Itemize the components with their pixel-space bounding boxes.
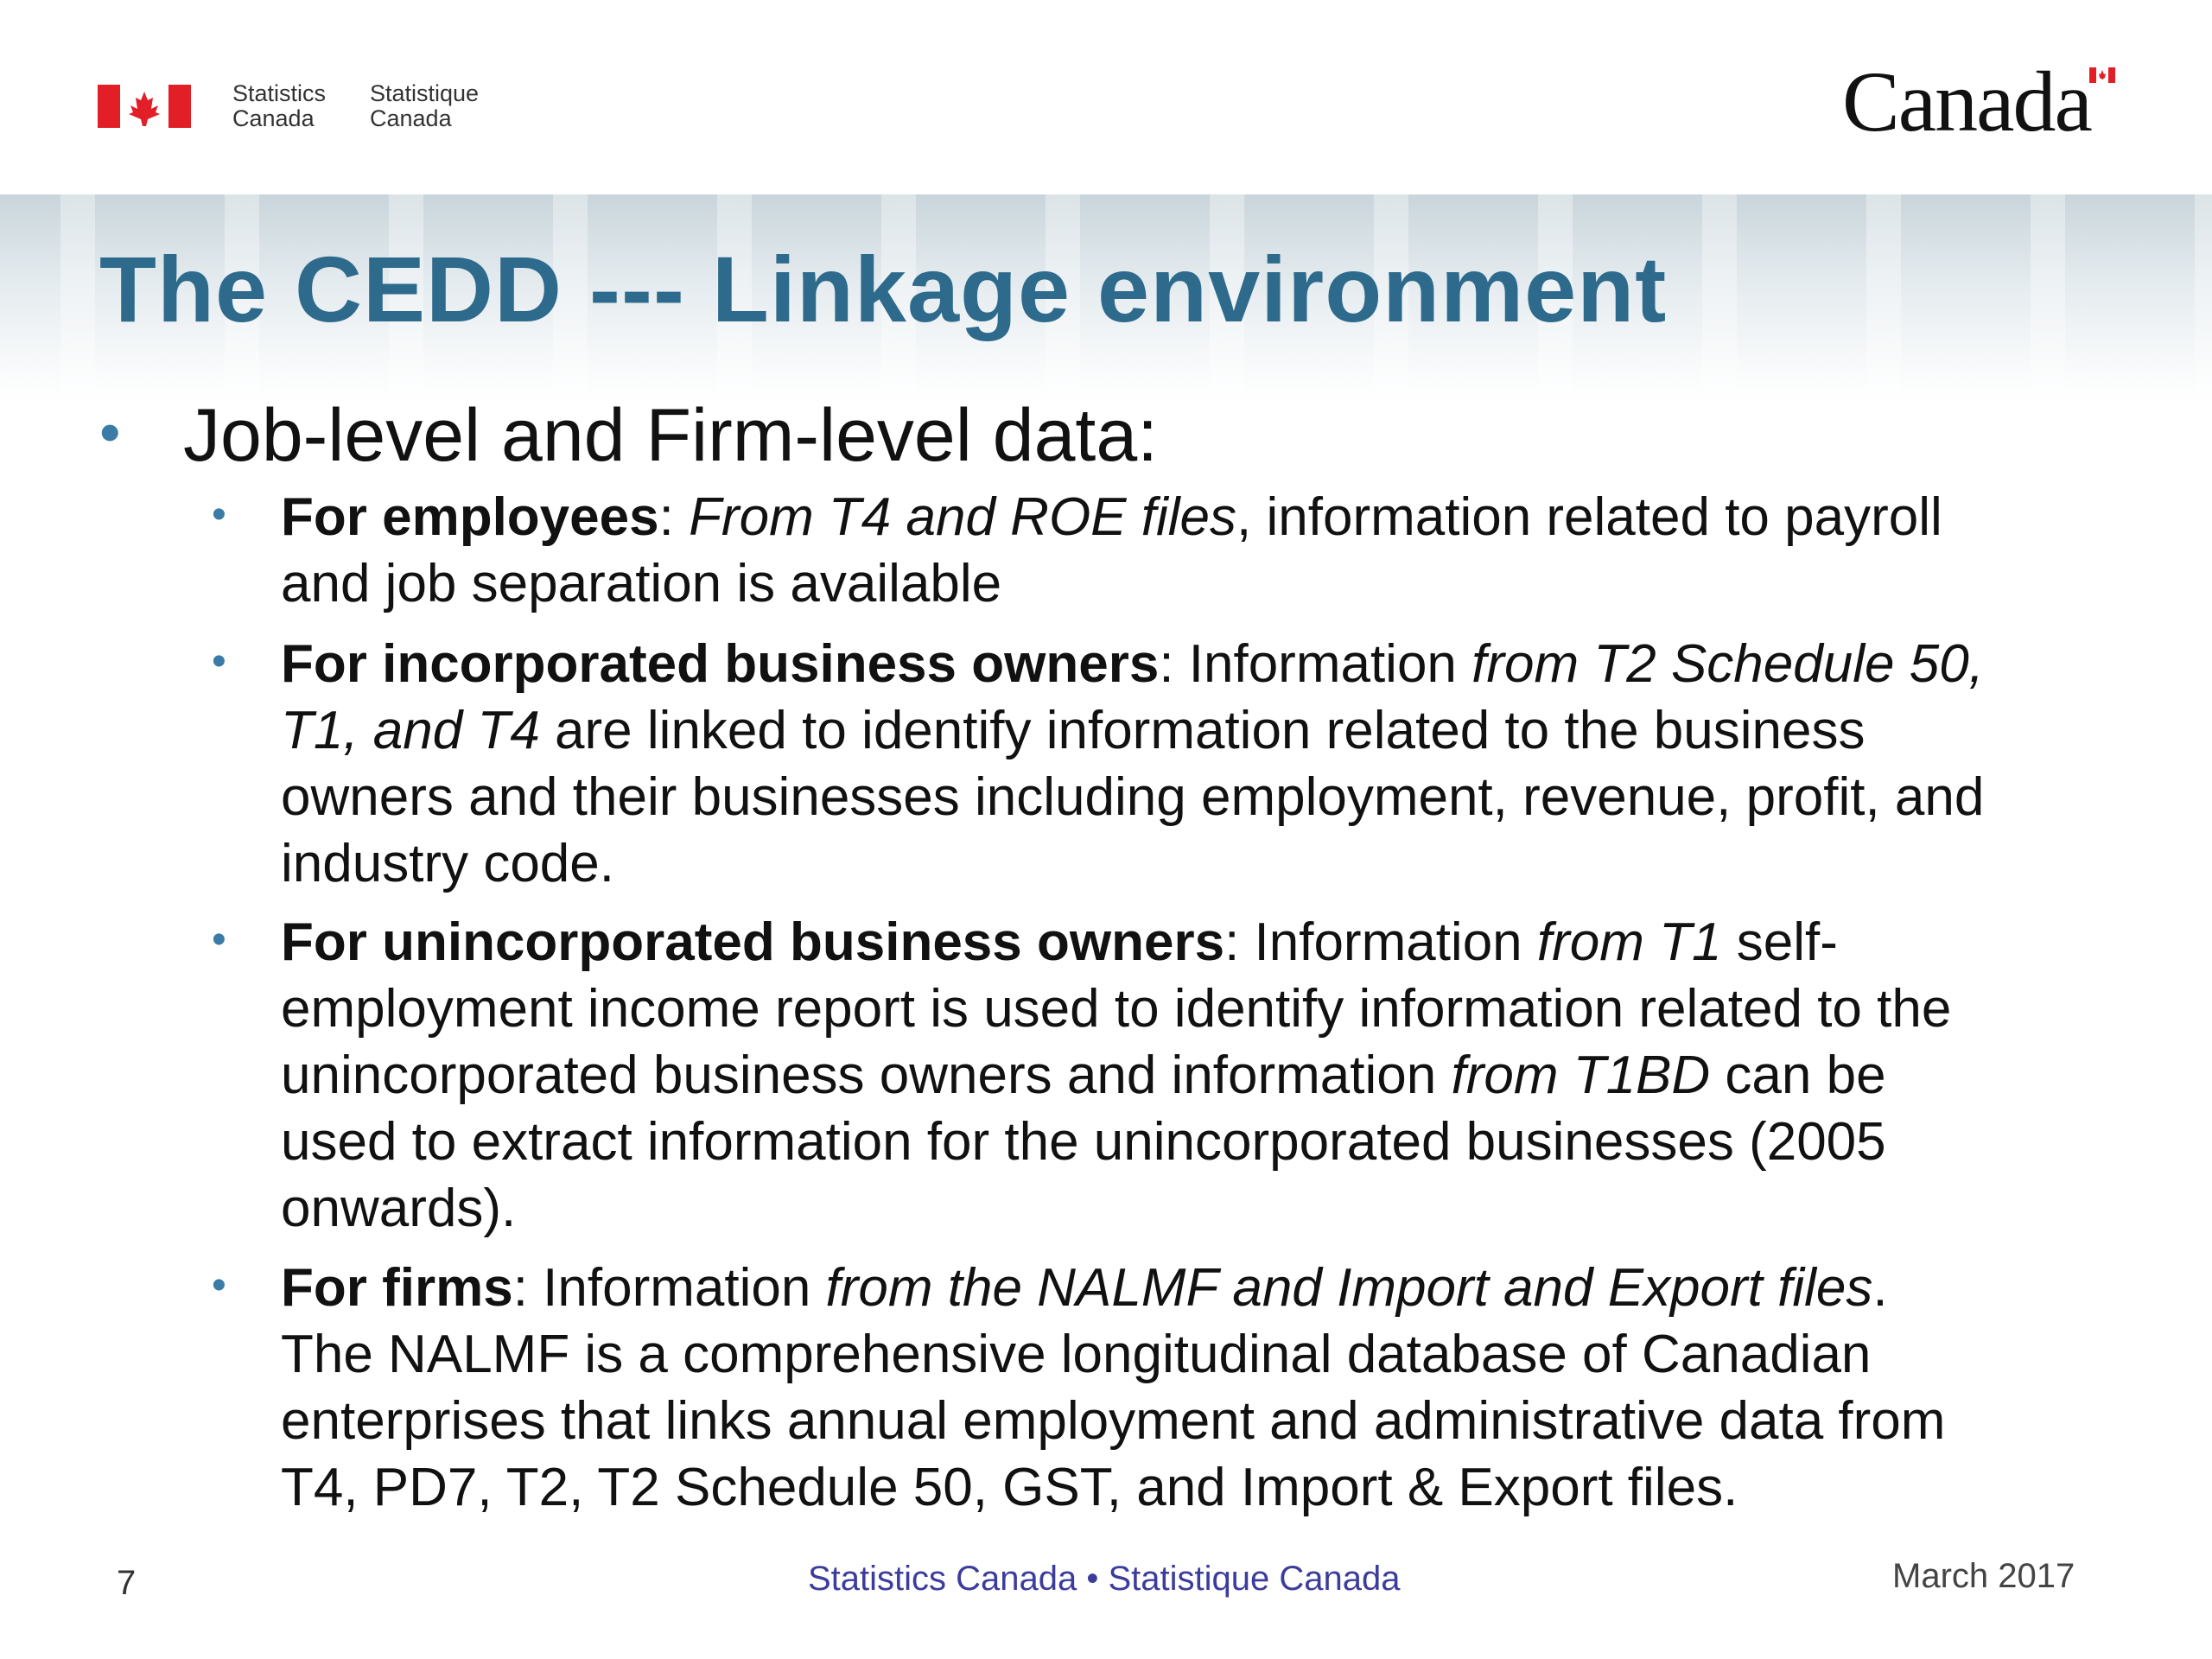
text-span: enterprises that links annual employment…	[281, 1391, 1946, 1451]
canada-flag-icon	[98, 85, 191, 128]
italic-source: from T1BD	[1451, 1046, 1711, 1105]
main-bullet-text: Job-level and Firm-level data:	[183, 394, 1159, 477]
text-line: unincorporated business owners and infor…	[281, 1042, 1951, 1109]
text-line: For incorporated business owners: Inform…	[281, 631, 1984, 697]
italic-source: from the NALMF and Import and Export fil…	[825, 1258, 1873, 1318]
canada-wordmark: Canada	[1842, 54, 2093, 149]
italic-source: from T1	[1536, 912, 1722, 972]
text-line: The NALMF is a comprehensive longitudina…	[281, 1321, 1945, 1388]
text-line: enterprises that links annual employment…	[281, 1388, 1945, 1454]
text-line: For unincorporated business owners: Info…	[281, 909, 1951, 976]
sub-bullet-icon: •	[212, 1262, 226, 1308]
text-span: owners and their businesses including em…	[281, 767, 1985, 827]
text-span: : Information	[512, 1258, 826, 1318]
text-line: and job separation is available	[281, 550, 1942, 617]
text-line: employment income report is used to iden…	[281, 976, 1951, 1042]
footer-date: March 2017	[1892, 1557, 2075, 1595]
bold-label: For employees	[281, 487, 659, 547]
text-line: onwards).	[281, 1175, 1951, 1242]
title-band	[0, 194, 2212, 402]
text-span: employment income report is used to iden…	[281, 979, 1952, 1039]
sub-bullet-icon: •	[212, 917, 226, 963]
text-span: The NALMF is a comprehensive longitudina…	[281, 1325, 1872, 1384]
text-line: For firms: Information from the NALMF an…	[281, 1255, 1945, 1321]
sub-bullet-item: For unincorporated business owners: Info…	[281, 909, 1951, 1242]
signature-fr-line2: Canada	[370, 105, 452, 131]
bold-label: For firms	[281, 1258, 513, 1318]
text-span: , information related to payroll	[1236, 487, 1942, 547]
text-line: used to extract information for the unin…	[281, 1109, 1951, 1175]
sub-bullet-item: For incorporated business owners: Inform…	[281, 631, 1984, 897]
signature-fr-line1: Statistique	[370, 80, 480, 106]
text-line: T4, PD7, T2, T2 Schedule 50, GST, and Im…	[281, 1454, 1945, 1521]
text-line: T1, and T4 are linked to identify inform…	[281, 697, 1984, 764]
header: Statistics Canada Statistique Canada Can…	[0, 0, 2212, 194]
italic-source: T1, and T4	[281, 701, 540, 760]
bold-label: For incorporated business owners	[281, 634, 1160, 694]
italic-source: From T4 and ROE files	[689, 487, 1237, 547]
text-span: industry code.	[281, 834, 614, 893]
signature-fr: Statistique Canada	[370, 81, 479, 131]
page-number: 7	[117, 1564, 137, 1602]
text-span: T4, PD7, T2, T2 Schedule 50, GST, and Im…	[281, 1458, 1738, 1517]
text-line: industry code.	[281, 830, 1984, 897]
italic-source: from T2 Schedule 50,	[1471, 634, 1984, 694]
signature-en-line1: Statistics	[232, 80, 327, 106]
text-span: are linked to identify information relat…	[539, 701, 1866, 760]
bold-label: For unincorporated business owners	[281, 912, 1225, 972]
signature-en: Statistics Canada	[232, 81, 326, 131]
footer-agency: Statistics Canada • Statistique Canada	[808, 1560, 1401, 1598]
text-line: For employees: From T4 and ROE files, in…	[281, 484, 1942, 550]
text-line: owners and their businesses including em…	[281, 764, 1984, 830]
text-span: :	[658, 487, 690, 547]
text-span: .	[1872, 1258, 1888, 1318]
text-span: can be	[1710, 1046, 1886, 1105]
sub-bullet-icon: •	[212, 639, 226, 684]
text-span: unincorporated business owners and infor…	[281, 1046, 1452, 1105]
wordmark-flag-icon	[2089, 67, 2115, 83]
sub-bullet-icon: •	[212, 492, 226, 537]
text-span: : Information	[1224, 912, 1537, 972]
text-span: used to extract information for the unin…	[281, 1112, 1886, 1172]
text-span: self-	[1721, 912, 1838, 972]
bullet-icon: •	[99, 398, 121, 466]
text-span: onwards).	[281, 1179, 517, 1238]
sub-bullet-item: For firms: Information from the NALMF an…	[281, 1255, 1945, 1521]
slide-title: The CEDD --- Linkage environment	[99, 237, 1668, 341]
sub-bullet-item: For employees: From T4 and ROE files, in…	[281, 484, 1942, 617]
signature-en-line2: Canada	[232, 105, 315, 131]
text-span: : Information	[1159, 634, 1472, 694]
text-span: and job separation is available	[281, 554, 1002, 613]
